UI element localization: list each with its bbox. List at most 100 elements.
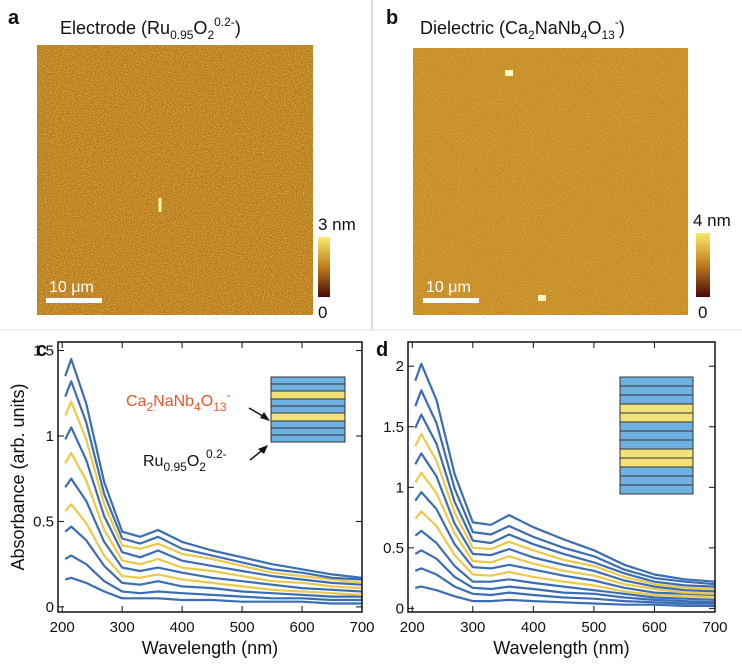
spectrum-line: [414, 491, 716, 597]
spectrum-line: [64, 477, 363, 593]
x-tick-label: 600: [642, 619, 667, 636]
x-tick-label: 200: [50, 619, 75, 636]
colorbar-min: 0: [318, 303, 327, 322]
colorbar-min: 0: [698, 303, 707, 322]
afm-texture: [413, 48, 688, 315]
spectrum-line: [415, 585, 715, 607]
spectrum-line: [64, 452, 363, 590]
annotation-part: 13: [213, 400, 227, 414]
y-tick-label: 1: [46, 428, 54, 445]
x-tick-label: 200: [400, 619, 425, 636]
y-tick-label: 0.5: [383, 540, 404, 557]
panel-letter: a: [8, 7, 20, 29]
y-tick-label: 0: [396, 600, 404, 617]
annotation-part: 2: [146, 400, 153, 414]
spectrum-line: [414, 549, 716, 604]
title-part: NaNb: [535, 18, 581, 38]
spectrum-line: [414, 510, 716, 599]
y-tick-label: 1.5: [33, 343, 54, 360]
spectrum-line: [414, 452, 716, 593]
spectrum-line: [414, 471, 716, 595]
panel-title: Electrode (Ru0.95O20.2-): [60, 15, 241, 42]
title-part: 2: [207, 28, 214, 42]
x-tick-label: 600: [290, 619, 315, 636]
panel-letter: b: [386, 7, 398, 29]
annotation-arrow: [248, 407, 270, 461]
annotation-part: 0.95: [163, 460, 187, 474]
title-part: Dielectric (Ca: [420, 18, 529, 38]
afm-feature: [538, 295, 546, 301]
spectrum-line: [414, 529, 716, 601]
x-axis-label: Wavelength (nm): [142, 638, 278, 658]
panel-letter: d: [376, 339, 388, 361]
x-tick-label: 500: [581, 619, 606, 636]
scale-bar: [423, 298, 479, 303]
title-part: 0.95: [170, 28, 194, 42]
spectrum-line: [64, 358, 363, 579]
annotation: Ca2NaNb4O13-: [126, 388, 231, 414]
x-tick-label: 400: [521, 619, 546, 636]
title-part: 4: [581, 28, 588, 42]
annotation-part: Ca: [126, 393, 147, 410]
annotation-part: NaNb: [153, 393, 194, 410]
x-tick-label: 700: [702, 619, 727, 636]
annotation-part: -: [227, 388, 231, 402]
y-axis-label: Absorbance (arb. units): [8, 383, 28, 570]
x-tick-label: 300: [110, 619, 135, 636]
inset-stack: [270, 376, 346, 443]
annotation-part: O: [187, 453, 199, 470]
y-tick-label: 0.5: [33, 513, 54, 530]
spectrum-line: [64, 503, 363, 596]
title-part: ): [619, 18, 625, 38]
plot-frame: [57, 341, 363, 613]
spectrum-line: [414, 389, 716, 586]
plot-frame: [407, 341, 716, 613]
y-tick-label: 2: [396, 358, 404, 375]
spectrum-line: [414, 567, 715, 605]
colorbar: [318, 237, 330, 297]
x-tick-label: 500: [230, 619, 255, 636]
title-part: Electrode (Ru: [60, 18, 170, 38]
colorbar-max: 4 nm: [693, 211, 731, 230]
annotation-part: 4: [194, 400, 201, 414]
y-tick-label: 0: [46, 599, 54, 616]
annotation: Ru0.95O20.2-: [143, 447, 227, 474]
spectrum-line: [414, 432, 716, 591]
y-tick-label: 1: [396, 479, 404, 496]
spectrum-line: [64, 380, 363, 581]
scale-label: 10 μm: [426, 279, 471, 296]
colorbar-max: 3 nm: [318, 215, 356, 234]
afm-texture: [37, 45, 313, 315]
annotation-part: 2: [199, 460, 206, 474]
title-part: -: [615, 15, 619, 29]
title-part: 0.2-: [214, 15, 235, 29]
spectrum-line: [414, 362, 716, 583]
colorbar: [696, 233, 710, 297]
spectrum-line: [64, 554, 362, 602]
afm-feature: [505, 70, 513, 76]
spectrum-line: [64, 400, 363, 584]
x-tick-label: 300: [460, 619, 485, 636]
inset-stack: [619, 376, 694, 495]
x-tick-label: 700: [349, 619, 374, 636]
title-part: ): [235, 18, 241, 38]
title-part: 13: [601, 28, 615, 42]
x-tick-label: 400: [170, 619, 195, 636]
scale-bar: [46, 298, 102, 303]
title-part: O: [587, 18, 601, 38]
panel-letter: c: [36, 339, 47, 361]
title-part: O: [193, 18, 207, 38]
spectrum-line: [64, 426, 363, 586]
annotation-part: O: [201, 393, 213, 410]
plots: 200 300 400 500 600 700 0 0.5 1 1.5 Wavelength (nm…: [8, 339, 728, 658]
title-part: 2: [528, 28, 535, 42]
x-axis-label: Wavelength (nm): [493, 638, 629, 658]
scale-label: 10 μm: [49, 279, 94, 296]
y-tick-label: 1.5: [383, 419, 404, 436]
spectrum-line: [414, 413, 716, 588]
annotation-part: Ru: [143, 453, 163, 470]
annotation-part: 0.2-: [206, 447, 227, 461]
spectrum-line: [64, 576, 362, 605]
spectrum-line: [64, 525, 362, 598]
